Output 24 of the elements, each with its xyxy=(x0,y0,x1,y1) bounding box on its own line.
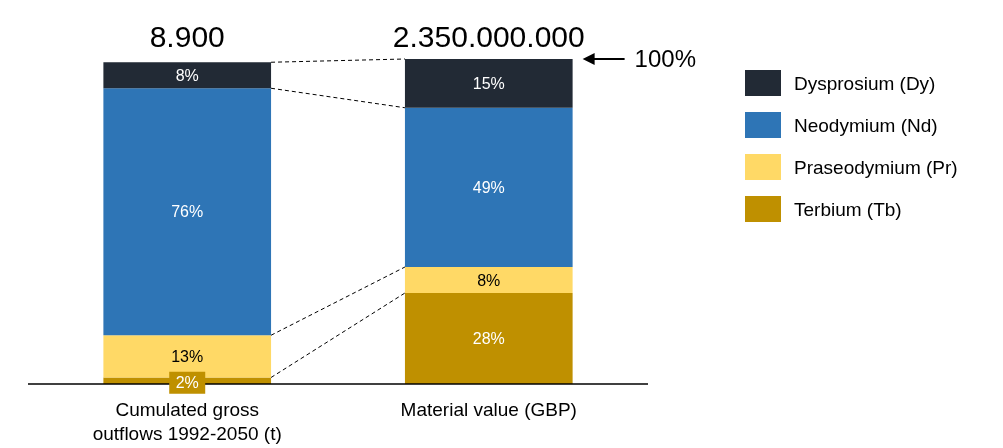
bar xyxy=(103,88,272,336)
text: 2.350.000.000 xyxy=(392,20,585,53)
x-tick-label: Material value (GBP) xyxy=(400,399,577,420)
x-tick-label: Cumulated gross outflows 1992-2050 (t) xyxy=(92,399,282,444)
bar xyxy=(404,293,573,384)
data-label: 8% xyxy=(477,271,501,289)
data-label: 15% xyxy=(472,74,505,92)
data-label: 8% xyxy=(175,66,199,84)
legend-label: Neodymium (Nd) xyxy=(794,114,938,136)
bar xyxy=(404,107,573,267)
data-label: 76% xyxy=(171,203,204,221)
legend-label: Praseodymium (Pr) xyxy=(794,156,958,178)
legend-label: Dysprosium (Dy) xyxy=(794,72,936,94)
legend-label: Terbium (Tb) xyxy=(794,198,902,220)
data-label: 13% xyxy=(171,347,204,365)
bar xyxy=(103,62,272,89)
text: 8.900 xyxy=(149,20,225,53)
annotation: 100% xyxy=(634,45,696,73)
bar xyxy=(404,267,573,293)
data-label: 49% xyxy=(472,178,505,196)
data-label: 2% xyxy=(175,374,199,392)
bar xyxy=(404,59,573,108)
bar xyxy=(103,335,272,378)
data-label: 28% xyxy=(472,330,505,348)
